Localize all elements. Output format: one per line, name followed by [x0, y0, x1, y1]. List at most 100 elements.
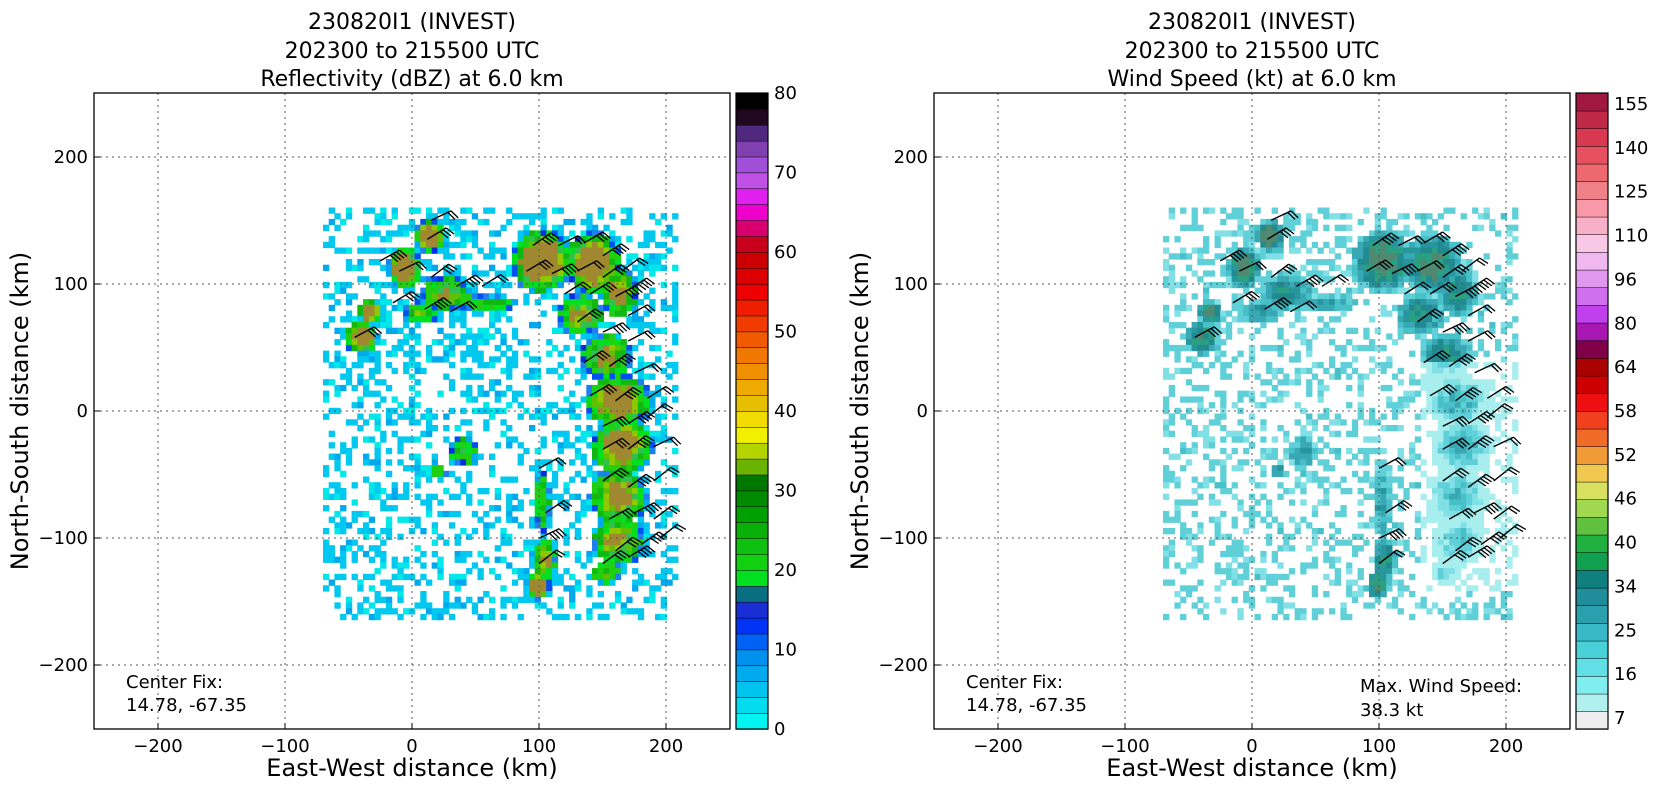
- field-cell: [403, 350, 410, 357]
- field-cell: [1500, 413, 1507, 420]
- field-cell: [597, 316, 604, 323]
- field-cell: [385, 522, 393, 529]
- field-cell: [328, 482, 335, 489]
- field-cell: [1283, 573, 1290, 581]
- field-cell: [380, 608, 387, 615]
- field-cell: [557, 304, 564, 312]
- field-cell: [1323, 299, 1330, 306]
- field-cell: [1432, 573, 1439, 581]
- field-cell: [403, 310, 410, 317]
- field-cell: [1397, 276, 1404, 283]
- field-cell: [334, 350, 341, 357]
- field-cell: [569, 459, 576, 466]
- field-cell: [494, 287, 501, 294]
- field-cell: [1311, 419, 1319, 426]
- field-cell: [1380, 476, 1387, 483]
- field-cell: [351, 613, 358, 621]
- field-cell: [1386, 516, 1393, 523]
- field-cell: [1454, 293, 1462, 300]
- field-cell: [494, 573, 501, 581]
- field-cell: [323, 505, 330, 512]
- field-cell: [517, 499, 524, 506]
- field-cell: [483, 304, 490, 312]
- field-cell: [477, 407, 484, 415]
- field-cell: [1369, 573, 1376, 581]
- field-cell: [345, 207, 353, 214]
- field-cell: [357, 350, 364, 357]
- field-cell: [1323, 322, 1330, 329]
- field-cell: [1477, 573, 1485, 581]
- field-cell: [466, 299, 473, 306]
- field-cell: [1449, 247, 1456, 254]
- field-cell: [1460, 447, 1467, 455]
- field-cell: [1386, 224, 1393, 231]
- field-cell: [563, 293, 570, 300]
- field-cell: [643, 499, 650, 506]
- field-cell: [551, 470, 559, 478]
- field-cell: [517, 550, 524, 558]
- field-cell: [632, 465, 639, 472]
- field-cell: [1500, 407, 1507, 415]
- field-cell: [1443, 316, 1450, 323]
- field-cell: [1203, 430, 1210, 437]
- field-cell: [614, 488, 622, 495]
- field-cell: [592, 407, 599, 415]
- field-cell: [1466, 344, 1473, 352]
- field-cell: [1386, 539, 1393, 546]
- field-cell: [1203, 442, 1210, 449]
- field-cell: [1443, 344, 1450, 352]
- field-cell: [586, 281, 593, 289]
- field-cell: [1340, 510, 1347, 518]
- field-cell: [1185, 419, 1193, 426]
- field-cell: [517, 613, 524, 621]
- field-cell: [1449, 442, 1456, 449]
- field-cell: [363, 316, 370, 323]
- field-cell: [443, 293, 450, 300]
- field-cell: [1483, 602, 1490, 609]
- colorbar-segment: [1575, 516, 1609, 536]
- field-cell: [466, 390, 473, 397]
- field-cell: [592, 270, 599, 277]
- field-cell: [586, 293, 593, 300]
- field-cell: [1237, 396, 1244, 403]
- field-cell: [1277, 482, 1284, 489]
- field-cell: [1443, 499, 1450, 506]
- field-cell: [1449, 270, 1456, 277]
- field-cell: [597, 602, 604, 609]
- field-cell: [1180, 413, 1187, 420]
- field-cell: [614, 539, 622, 546]
- y-axis-label: North-South distance (km): [846, 252, 874, 571]
- field-cell: [546, 241, 553, 249]
- colorbar-segment: [735, 633, 769, 651]
- field-cell: [1443, 465, 1450, 472]
- field-cell: [569, 247, 576, 254]
- field-cell: [500, 281, 507, 289]
- field-cell: [1357, 379, 1364, 386]
- field-cell: [408, 207, 416, 214]
- field-cell: [1454, 339, 1462, 346]
- field-cell: [1512, 333, 1519, 340]
- field-cell: [597, 247, 604, 254]
- field-cell: [368, 373, 376, 380]
- colorbar-segment: [735, 363, 769, 380]
- field-cell: [1357, 281, 1364, 289]
- field-cell: [1214, 304, 1221, 312]
- field-cell: [437, 230, 444, 237]
- field-cell: [1363, 453, 1370, 460]
- field-cell: [614, 516, 622, 523]
- field-cell: [586, 304, 593, 312]
- field-cell: [614, 533, 622, 540]
- field-cell: [1454, 493, 1462, 500]
- field-cell: [614, 236, 622, 243]
- field-cell: [1512, 579, 1519, 586]
- field-cell: [1489, 379, 1496, 386]
- field-cell: [672, 384, 679, 392]
- field-cell: [1346, 339, 1353, 346]
- field-cell: [466, 373, 473, 380]
- field-cell: [1346, 384, 1353, 392]
- field-cell: [1483, 293, 1490, 300]
- field-cell: [1414, 293, 1422, 300]
- field-cell: [477, 573, 484, 581]
- field-cell: [569, 407, 576, 415]
- field-cell: [1506, 299, 1513, 306]
